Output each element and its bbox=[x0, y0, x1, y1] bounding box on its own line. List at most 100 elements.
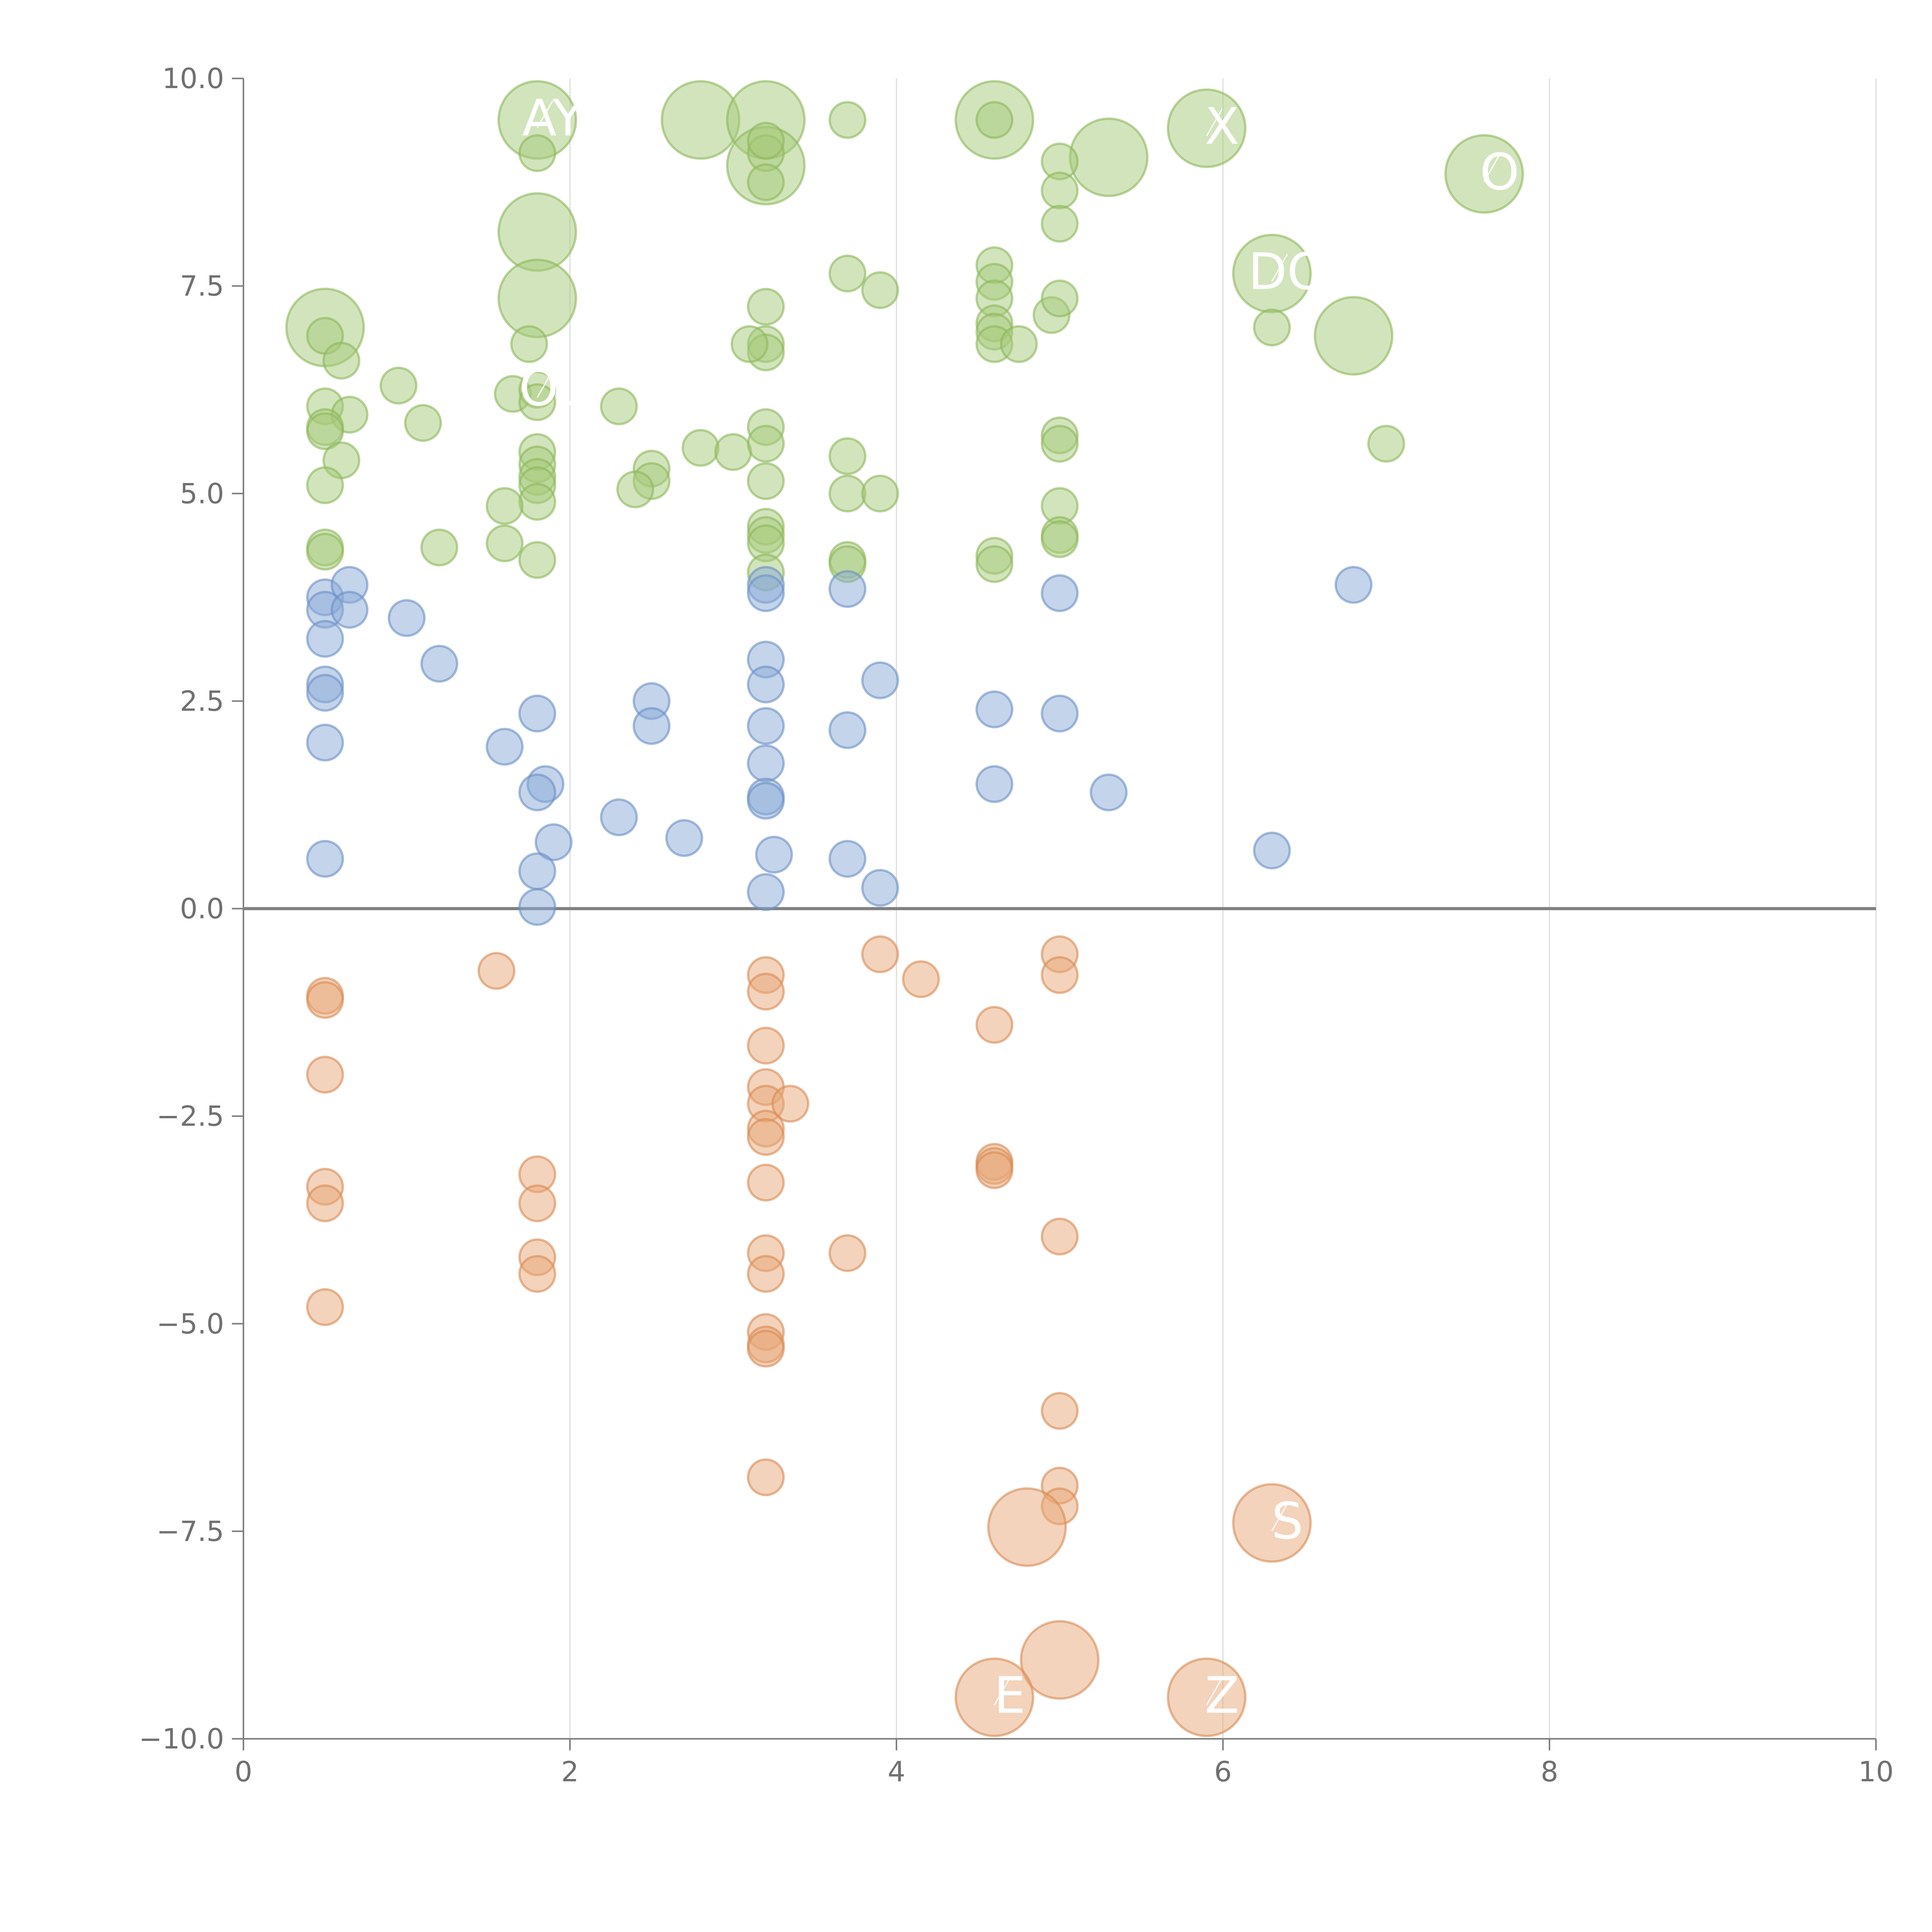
annotation-leader bbox=[994, 1677, 1010, 1706]
orange-bubble bbox=[828, 1234, 867, 1272]
annotation-leader bbox=[537, 100, 553, 128]
green-bubble bbox=[747, 425, 785, 463]
annotation-label: E bbox=[994, 1666, 1026, 1725]
green-bubble bbox=[497, 259, 577, 338]
green-bubble bbox=[600, 387, 638, 425]
green-bubble bbox=[828, 254, 867, 293]
annotation-leader bbox=[537, 370, 553, 398]
green-bubble bbox=[518, 483, 556, 521]
green-bubble bbox=[518, 383, 556, 421]
data-points bbox=[285, 80, 1524, 1737]
green-bubble bbox=[1444, 134, 1524, 214]
green-bubble bbox=[730, 325, 769, 363]
green-bubble bbox=[616, 470, 654, 509]
green-bubble bbox=[682, 429, 719, 467]
orange-bubble bbox=[306, 981, 344, 1019]
orange-bubble bbox=[518, 1255, 556, 1293]
orange-bubble bbox=[747, 1163, 785, 1202]
x-tick-label: 2 bbox=[561, 1755, 579, 1788]
blue-bubble bbox=[975, 690, 1014, 728]
blue-bubble bbox=[747, 744, 785, 782]
green-bubble bbox=[747, 462, 785, 500]
annotation-label: O bbox=[1480, 143, 1519, 201]
blue-bubble bbox=[755, 835, 793, 874]
green-bubble bbox=[747, 122, 785, 160]
annotation-leader bbox=[1271, 254, 1288, 282]
blue-bubble bbox=[747, 574, 785, 612]
point-labels: AY X O DO OL E Z S bbox=[519, 88, 1519, 1725]
blue-bubble bbox=[828, 570, 867, 608]
annotation-leader bbox=[1206, 109, 1223, 136]
orange-bubble bbox=[747, 1027, 785, 1065]
orange-bubble bbox=[747, 1118, 785, 1156]
blue-bubble bbox=[861, 661, 899, 699]
orange-bubble bbox=[306, 1288, 344, 1326]
x-tick-label: 0 bbox=[235, 1755, 252, 1788]
green-bubble bbox=[510, 325, 548, 363]
blue-bubble bbox=[747, 707, 785, 745]
annotation-label: S bbox=[1271, 1492, 1303, 1550]
y-tick-label: −5.0 bbox=[156, 1308, 224, 1340]
blue-bubble bbox=[306, 673, 344, 712]
blue-bubble bbox=[518, 694, 556, 733]
green-bubble bbox=[1253, 308, 1291, 347]
orange-bubble bbox=[902, 960, 940, 998]
blue-bubble bbox=[534, 823, 573, 861]
blue-bubble bbox=[420, 645, 458, 683]
orange-bubble bbox=[1041, 956, 1079, 994]
orange-bubble bbox=[1167, 1657, 1247, 1737]
blue-bubble bbox=[1041, 574, 1079, 612]
green-bubble bbox=[518, 541, 556, 579]
annotation-label: X bbox=[1205, 97, 1239, 156]
orange-bubble bbox=[747, 1458, 785, 1497]
axes: 0 2 4 6 8 10 10.0 7.5 5.0 2.5 0.0 −2.5 −5.0 −7.5 −10.0 bbox=[139, 62, 1893, 1788]
annotation-leader bbox=[1271, 1503, 1288, 1531]
green-bubble bbox=[828, 101, 867, 139]
green-bubble bbox=[1367, 425, 1405, 463]
blue-bubble bbox=[828, 711, 867, 749]
orange-bubble bbox=[747, 1330, 785, 1368]
green-bubble bbox=[1167, 88, 1247, 168]
annotation-label: OL bbox=[519, 359, 587, 417]
orange-bubble bbox=[306, 1184, 344, 1223]
blue-bubble bbox=[975, 765, 1014, 803]
y-tick-label: −2.5 bbox=[156, 1100, 224, 1133]
green-bubble bbox=[1041, 425, 1079, 463]
green-bubble bbox=[306, 412, 344, 451]
y-tick-label: 0.0 bbox=[180, 893, 224, 925]
orange-bubble bbox=[747, 1255, 785, 1293]
green-bubble bbox=[828, 474, 867, 513]
x-tick-label: 10 bbox=[1858, 1755, 1894, 1788]
green-bubble bbox=[1314, 296, 1393, 376]
green-bubble bbox=[420, 528, 458, 566]
y-tick-label: 5.0 bbox=[180, 477, 224, 510]
green-bubble bbox=[518, 134, 556, 172]
blue-bubble bbox=[600, 798, 638, 837]
orange-bubble bbox=[1232, 1483, 1312, 1563]
green-bubble bbox=[1041, 520, 1079, 558]
blue-bubble bbox=[330, 591, 369, 629]
blue-bubble bbox=[486, 728, 524, 766]
y-tick-label: 2.5 bbox=[180, 685, 224, 717]
orange-bubble bbox=[1020, 1620, 1100, 1700]
blue-bubble bbox=[1041, 694, 1079, 733]
green-bubble bbox=[486, 524, 524, 563]
green-bubble bbox=[828, 437, 867, 475]
annotation-label: AY bbox=[522, 88, 583, 147]
orange-bubble bbox=[1041, 1218, 1079, 1256]
orange-bubble bbox=[477, 952, 515, 990]
blue-bubble bbox=[747, 782, 785, 820]
blue-bubble bbox=[747, 665, 785, 704]
annotation-label: DO bbox=[1248, 242, 1327, 301]
blue-bubble bbox=[388, 599, 426, 637]
green-bubble bbox=[306, 532, 344, 571]
blue-bubble bbox=[306, 620, 344, 658]
green-bubble bbox=[714, 433, 752, 471]
green-bubble bbox=[486, 487, 524, 525]
orange-bubble bbox=[975, 1151, 1014, 1189]
blue-bubble bbox=[665, 819, 703, 857]
green-bubble bbox=[747, 287, 785, 326]
blue-bubble bbox=[518, 773, 556, 811]
x-tick-label: 6 bbox=[1214, 1755, 1232, 1788]
